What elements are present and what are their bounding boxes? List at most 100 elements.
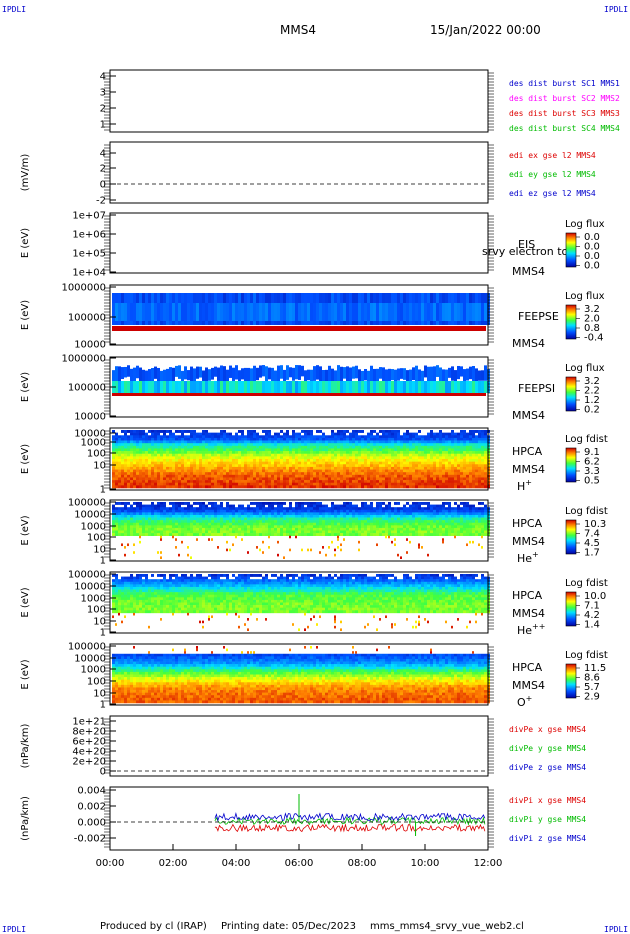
spectrogram-cell: [241, 432, 244, 436]
spectrogram-cell: [241, 514, 244, 518]
spectrogram-cell: [253, 485, 256, 489]
spectrogram-cell: [460, 366, 463, 377]
spectrogram-cell: [160, 381, 163, 393]
spectrogram-cell: [145, 527, 148, 531]
spectrogram-cell: [448, 459, 451, 462]
spectrogram-cell: [262, 477, 265, 481]
spectrogram-cell: [244, 514, 247, 518]
spectrogram-cell: [187, 522, 190, 526]
spectrogram-cell: [439, 456, 442, 460]
spectrogram-cell: [322, 459, 325, 462]
spectrogram-cell: [133, 440, 136, 444]
spectrogram-cell: [145, 525, 148, 529]
spectrogram-cell: [388, 303, 391, 321]
spectrogram-cell: [274, 530, 277, 534]
spectrogram-cell: [154, 381, 157, 393]
spectrogram-cell: [154, 509, 157, 513]
spectrogram-cell: [280, 480, 283, 484]
spectrogram-cell: [361, 466, 364, 470]
spectrogram-cell: [301, 466, 304, 470]
y-tick-label: 1e+05: [72, 249, 106, 260]
spectrogram-cell: [466, 432, 469, 436]
colorbar-title: Log flux: [565, 219, 605, 230]
spectrogram-cell: [211, 472, 214, 476]
spectrogram-cell: [160, 472, 163, 476]
spectrogram-cell: [286, 440, 289, 444]
spectrogram-cell: [235, 437, 238, 441]
spectrogram-cell: [244, 461, 247, 465]
spectrogram-cell: [433, 461, 436, 465]
spectrogram-cell: [445, 459, 448, 462]
spectrogram-cell: [253, 453, 256, 457]
spectrogram-cell: [397, 482, 400, 486]
spectrogram-cell: [127, 507, 130, 511]
spectrogram-cell: [232, 303, 235, 321]
spectrogram-cell: [331, 527, 334, 531]
spectrogram-cell: [208, 480, 211, 484]
spectrogram-cell: [334, 482, 337, 486]
spectrogram-cell: [331, 461, 334, 465]
spectrogram-cell: [313, 435, 316, 439]
spectrogram-cell: [406, 522, 409, 526]
spectrogram-cell: [247, 367, 250, 386]
spectrogram-cell: [367, 472, 370, 476]
spectrogram-cell: [211, 512, 214, 516]
spectrogram-cell: [397, 512, 400, 516]
spectrogram-cell: [400, 517, 403, 521]
spectrogram-cell: [361, 533, 364, 536]
spectrogram-cell: [211, 381, 214, 393]
spectrogram-cell: [301, 482, 304, 486]
spectrogram-cell: [304, 485, 307, 489]
spectrogram-cell: [436, 530, 439, 534]
spectrogram-cell: [298, 432, 301, 436]
spectrogram-cell: [214, 504, 217, 508]
spectrogram-cell: [379, 466, 382, 470]
spectrogram-cell: [397, 303, 400, 321]
spectrogram-cell: [304, 509, 307, 513]
spectrogram-cell: [370, 504, 373, 508]
spectrogram-cell: [364, 514, 367, 518]
spectrogram-cell: [337, 509, 340, 513]
spectrogram-cell: [181, 443, 184, 447]
spectrogram-cell: [454, 437, 457, 441]
spectrogram-cell: [229, 512, 232, 516]
spectrogram-cell: [145, 445, 148, 449]
spectrogram-cell: [169, 437, 172, 441]
spectrogram-cell: [271, 514, 274, 518]
spectrogram-cell: [319, 514, 322, 518]
spectrogram-cell: [190, 437, 193, 441]
spectrogram-cell: [220, 512, 223, 516]
spectrogram-cell: [442, 522, 445, 526]
spectrogram-cell: [115, 512, 118, 516]
spectrogram-cell: [139, 367, 142, 384]
spectrogram-cell: [442, 507, 445, 511]
spectrogram-cell: [124, 469, 127, 473]
spectrogram-cell: [352, 443, 355, 447]
spectrogram-cell: [121, 480, 124, 484]
spectrogram-cell: [391, 474, 394, 478]
spectrogram-cell: [139, 432, 142, 436]
spectrogram-cell: [307, 440, 310, 444]
spectrogram-cell: [265, 517, 268, 521]
spectrogram-cell: [259, 456, 262, 460]
spectrogram-cell: [175, 461, 178, 465]
spectrogram-cell: [232, 440, 235, 444]
spectrogram-cell: [151, 517, 154, 521]
spectrogram-cell: [217, 440, 220, 444]
spectrogram-cell: [472, 474, 475, 478]
spectrogram-cell: [124, 480, 127, 484]
spectrogram-cell: [223, 366, 226, 383]
spectrogram-cell: [175, 517, 178, 521]
spectrogram-cell: [142, 530, 145, 534]
spectrogram-cell: [382, 520, 385, 524]
spectrogram-cell: [262, 459, 265, 462]
spectrogram-cell: [406, 512, 409, 516]
spectrogram-cell: [478, 456, 481, 460]
spectrogram-cell: [481, 485, 484, 489]
spectrogram-cell: [460, 432, 463, 436]
spectrogram-cell: [307, 509, 310, 513]
spectrogram-cell: [259, 482, 262, 486]
spectrogram-cell: [418, 502, 421, 505]
spectrogram-cell: [307, 533, 310, 536]
spectrogram-cell: [319, 469, 322, 473]
